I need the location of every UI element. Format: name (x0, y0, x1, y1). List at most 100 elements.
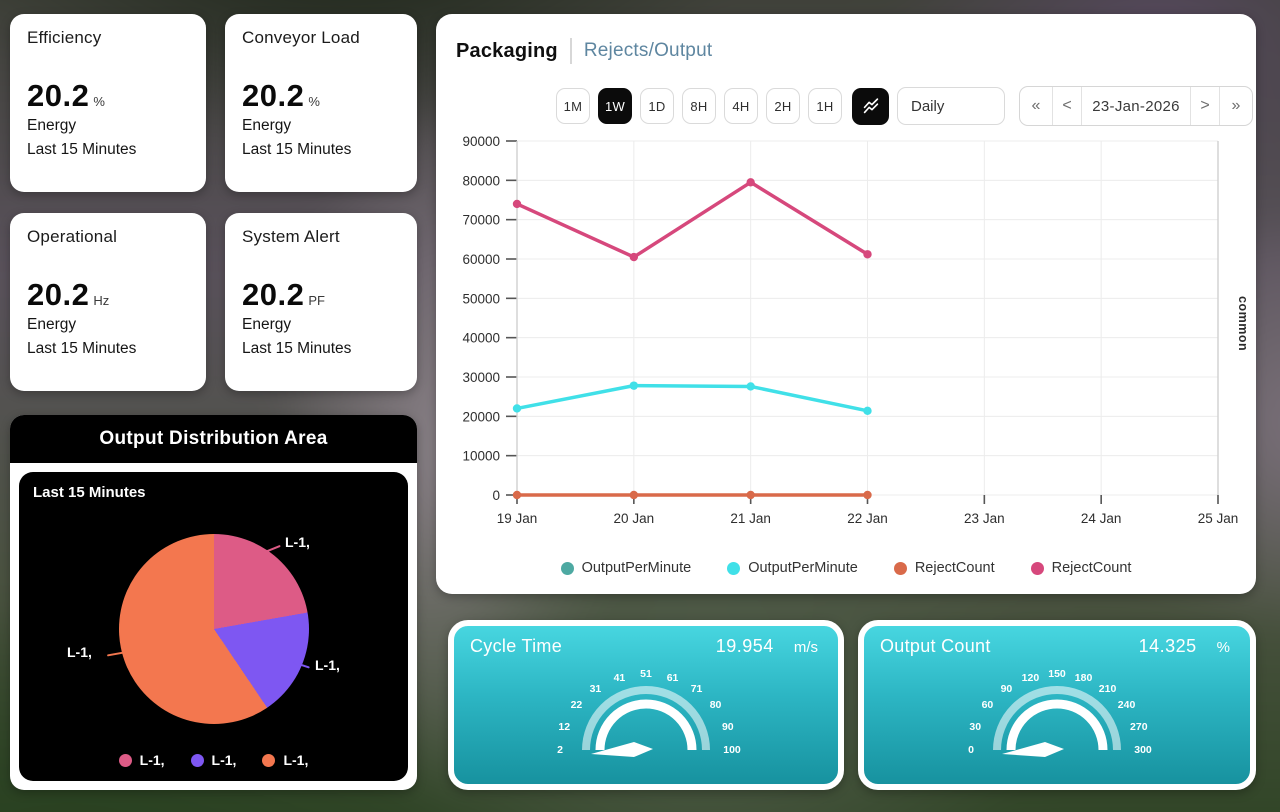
pie-legend-item[interactable]: L-1, (190, 752, 237, 768)
gauge-tick-label: 12 (558, 720, 571, 733)
kpi-subtitle: Energy (27, 117, 77, 134)
y-tick-label: 30000 (462, 370, 500, 385)
data-point (629, 252, 639, 262)
gauge-card-output-count: Output Count 14.325% 0 30 60 90 120 150 180 210… (858, 620, 1256, 790)
data-point (746, 490, 755, 500)
pie-chart-area: Last 15 Minutes L-1, L-1, L-1, L-1, L-1,… (19, 472, 408, 781)
gauge-tick-label: 300 (1134, 744, 1152, 756)
legend-item[interactable]: RejectCount (893, 560, 995, 576)
range-button-2h[interactable]: 2H (766, 88, 800, 124)
kpi-timeframe: Last 15 Minutes (242, 141, 352, 158)
legend-item[interactable]: OutputPerMinute (560, 560, 691, 576)
tab-rejects-output[interactable]: Rejects/Output (583, 40, 713, 61)
gauge-title: Output Count (880, 636, 991, 656)
data-point (746, 178, 755, 187)
legend-dot (727, 561, 741, 575)
range-button-4h[interactable]: 4H (724, 88, 758, 124)
x-tick-label: 25 Jan (1198, 511, 1239, 526)
legend-label: L-1, (211, 752, 237, 768)
range-button-1d[interactable]: 1D (640, 88, 674, 124)
trend-lines-icon (863, 98, 878, 114)
y-tick-label: 50000 (462, 291, 500, 306)
legend-dot (1030, 561, 1044, 575)
range-button-1m[interactable]: 1M (556, 88, 590, 124)
date-navigator: « < 23-Jan-2026 > » (1019, 86, 1253, 126)
gauge-tick-label: 100 (723, 744, 741, 756)
tab-packaging[interactable]: Packaging (456, 39, 558, 62)
range-button-1w[interactable]: 1W (598, 88, 632, 124)
gauge-card-cycle-time: Cycle Time 19.954 m/s 2 12 22 31 41 51 61 71 80 90… (448, 620, 844, 790)
chart-legend: OutputPerMinute OutputPerMinute RejectCo… (436, 560, 1256, 576)
legend-label: L-1, (283, 752, 309, 768)
gauge: 0 30 60 90 120 150 180 210 240 270 300 (907, 650, 1207, 762)
gauge-tick-label: 150 (1048, 668, 1066, 680)
date-first-button[interactable]: « (1020, 87, 1053, 125)
data-point (629, 490, 639, 500)
date-next-button[interactable]: > (1191, 87, 1220, 125)
legend-item[interactable]: OutputPerMinute (727, 560, 858, 576)
gauge-tick-label: 31 (589, 682, 602, 695)
kpi-value: 20.2 (27, 78, 90, 113)
pie-legend: L-1, L-1, L-1, (19, 752, 408, 768)
x-tick-label: 19 Jan (497, 511, 538, 526)
pie-legend-item[interactable]: L-1, (118, 752, 165, 768)
interval-select[interactable]: Daily (897, 87, 1005, 125)
legend-dot (190, 753, 204, 767)
kpi-subtitle: Energy (242, 117, 292, 134)
legend-item[interactable]: RejectCount (1030, 560, 1132, 576)
gauge-unit: m/s (793, 639, 818, 656)
y-tick-label: 0 (492, 488, 500, 503)
legend-dot (893, 561, 907, 575)
pie-legend-item[interactable]: L-1, (262, 752, 308, 768)
gauge-tick-label: 71 (690, 682, 703, 695)
gauge: 2 12 22 31 41 51 61 71 80 90 100 (496, 650, 796, 762)
kpi-timeframe: Last 15 Minutes (27, 141, 137, 158)
kpi-unit: % (93, 94, 105, 109)
range-button-8h[interactable]: 8H (682, 88, 716, 124)
kpi-value: 20.2 (27, 277, 90, 312)
header-divider (569, 38, 572, 64)
date-prev-button[interactable]: < (1053, 87, 1082, 125)
kpi-title: Operational (27, 227, 118, 246)
x-tick-label: 22 Jan (847, 511, 888, 526)
kpi-unit: % (308, 94, 320, 109)
data-point (629, 381, 639, 390)
pie-subtitle: Last 15 Minutes (33, 484, 146, 501)
y-tick-label: 70000 (462, 213, 500, 228)
gauge-tick-label: 210 (1098, 682, 1117, 695)
chart-header: Packaging Rejects/Output (456, 38, 712, 64)
legend-label: L-1, (139, 752, 165, 768)
gauge-needle (1002, 742, 1064, 757)
pie-slice-label: L-1, (285, 534, 310, 550)
y-tick-label: 90000 (462, 134, 500, 149)
legend-label: RejectCount (1051, 560, 1132, 576)
gauge-tick-label: 0 (968, 744, 974, 756)
gauge-tick-label: 51 (640, 668, 652, 680)
range-button-1h[interactable]: 1H (808, 88, 842, 124)
date-last-button[interactable]: » (1231, 97, 1241, 114)
kpi-card-conveyor-load: Conveyor Load 20.2% Energy Last 15 Minut… (225, 14, 417, 192)
date-field[interactable]: 23-Jan-2026 (1082, 87, 1191, 125)
kpi-unit: Hz (93, 293, 110, 308)
gauge-tick-label: 180 (1074, 671, 1093, 684)
gauge-value: 19.954 (715, 636, 774, 656)
gauge-tick-label: 41 (613, 671, 626, 684)
line-chart: 0 10000 20000 30000 40000 50000 60000 70000 8000… (462, 134, 1239, 526)
data-point (746, 382, 755, 391)
legend-label: RejectCount (914, 560, 995, 576)
gauge-value: 14.325 (1138, 636, 1197, 656)
chart-toolbar: 1M 1W 1D 8H 4H 2H 1H Daily « < 23-Jan-20… (556, 86, 1253, 126)
gauge-dial (582, 686, 710, 757)
gauge-tick-label: 90 (721, 720, 734, 733)
legend-label: OutputPerMinute (748, 560, 858, 576)
kpi-card-efficiency: Efficiency 20.2% Energy Last 15 Minutes (10, 14, 206, 192)
pie-slice-label: L-1, (67, 644, 92, 660)
right-axis-label: common (1236, 296, 1250, 352)
kpi-unit: PF (308, 293, 325, 308)
packaging-chart-panel: Packaging Rejects/Output 1M 1W 1D 8H 4H … (436, 14, 1256, 594)
y-tick-label: 80000 (462, 173, 500, 188)
pie-slice-label: L-1, (315, 657, 340, 673)
chart-type-button[interactable] (852, 87, 889, 125)
x-tick-label: 23 Jan (964, 511, 1005, 526)
x-tick-label: 20 Jan (614, 511, 655, 526)
